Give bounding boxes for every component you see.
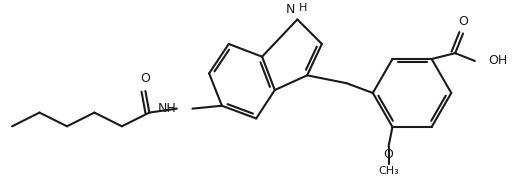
Text: OH: OH: [489, 54, 508, 67]
Text: O: O: [458, 15, 468, 28]
Text: H: H: [299, 3, 307, 13]
Text: NH: NH: [158, 102, 177, 115]
Text: O: O: [141, 72, 150, 85]
Text: N: N: [286, 2, 295, 15]
Text: O: O: [383, 148, 393, 162]
Text: CH₃: CH₃: [378, 166, 399, 176]
